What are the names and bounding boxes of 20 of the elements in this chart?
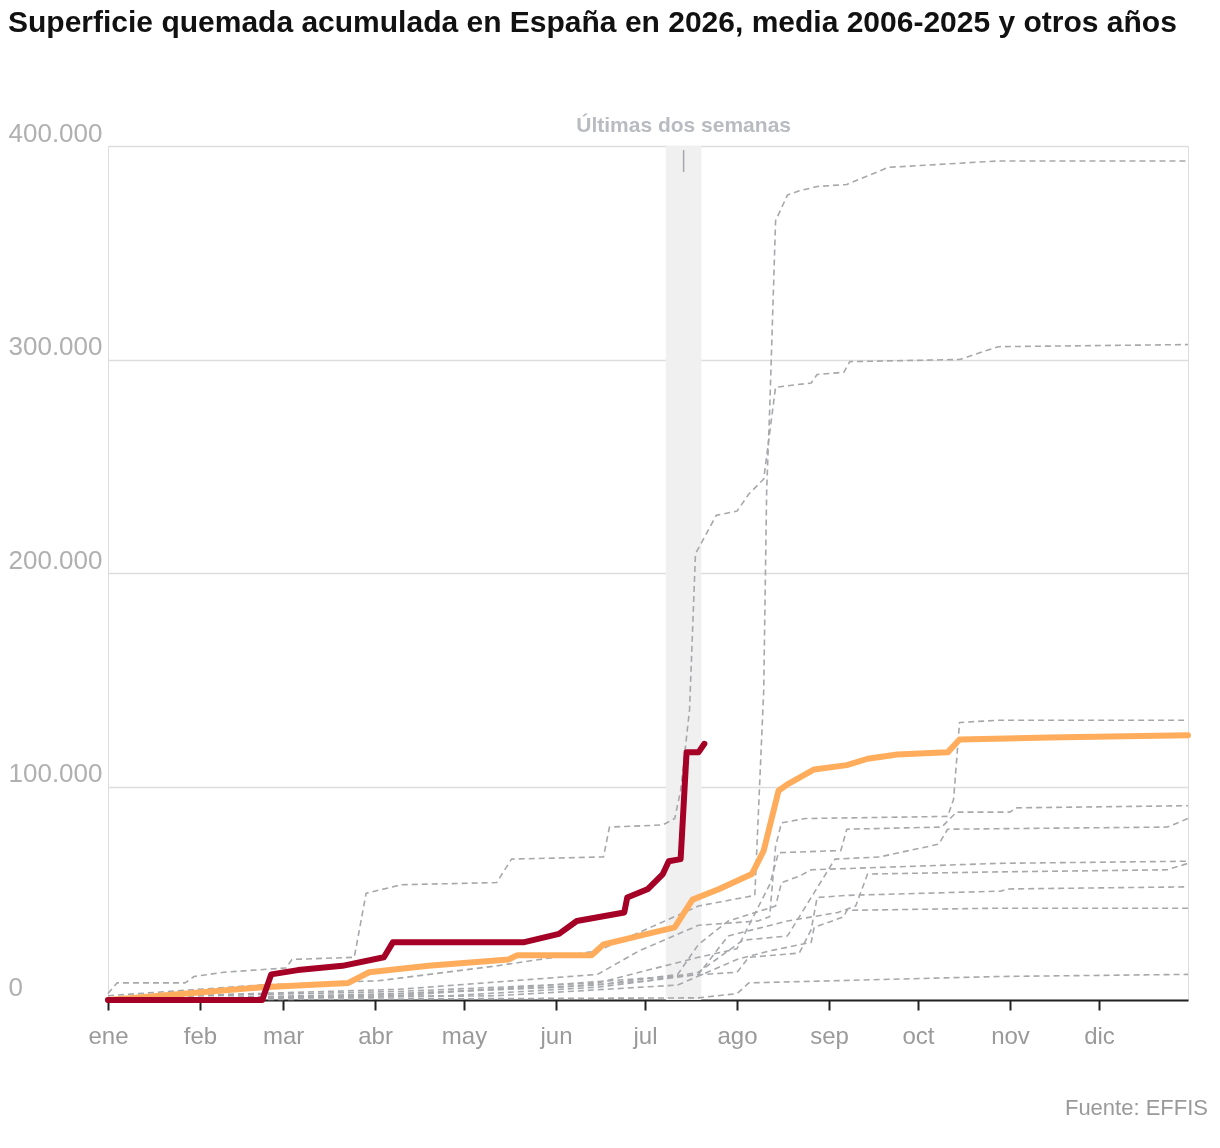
x-tick-label: jul [632,1021,658,1049]
x-tick-label: oct [902,1021,935,1049]
x-tick-label: dic [1084,1021,1115,1049]
chart-title: Superficie quemada acumulada en España en 2026, media 2006-2025 y otros años [8,5,1177,38]
band-label: Últimas dos semanas [576,113,791,136]
x-tick-label: sep [810,1021,849,1049]
y-tick-label: 0 [8,971,23,1002]
x-tick-label: ago [717,1021,758,1049]
x-tick-label: feb [183,1021,218,1049]
y-tick-label: 300.000 [8,331,103,361]
source-note: Fuente: EFFIS [1064,1095,1208,1120]
x-tick-label: ene [88,1021,129,1049]
x-tick-label: abr [358,1021,393,1049]
y-tick-label: 200.000 [8,544,103,575]
x-tick-label: mar [262,1021,305,1049]
y-tick-label: 400.000 [8,117,103,148]
x-tick-label: jun [539,1021,573,1049]
x-tick-label: nov [991,1021,1030,1049]
y-tick-label: 100.000 [8,758,103,788]
x-tick-label: may [441,1021,488,1049]
